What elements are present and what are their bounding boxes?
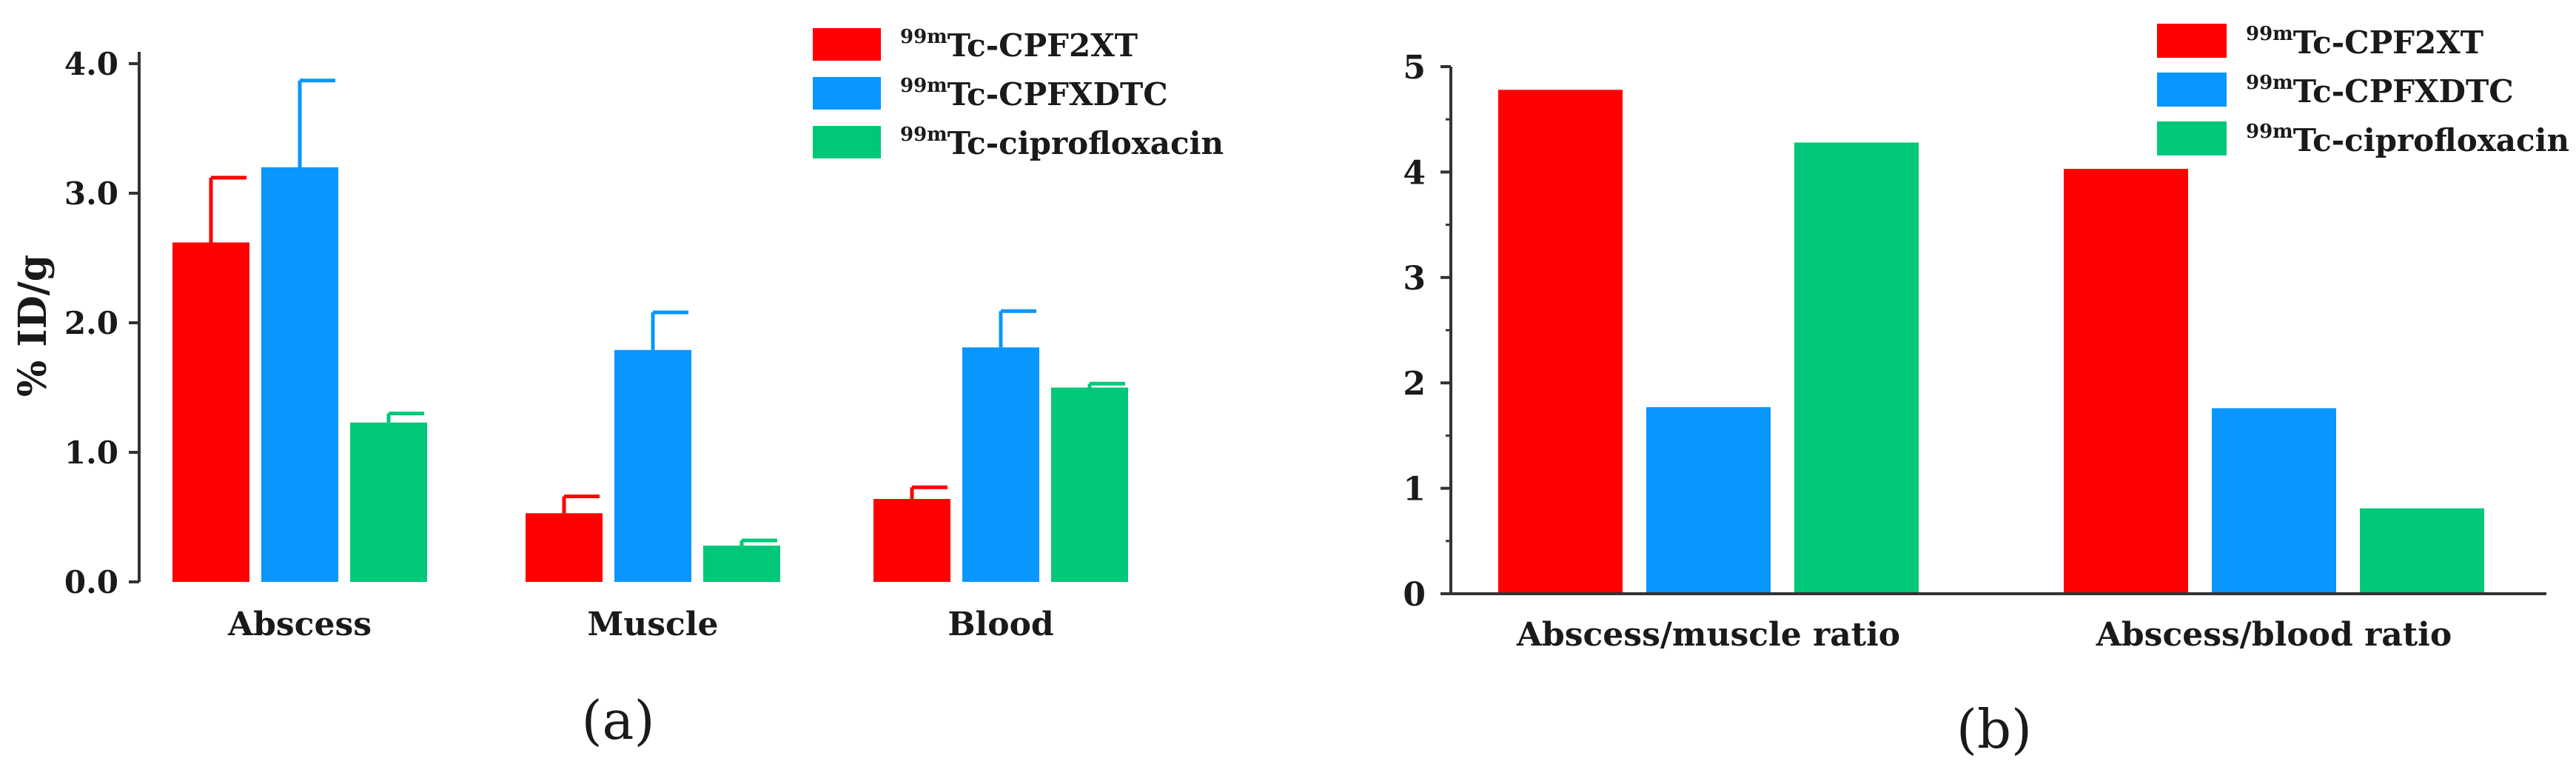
legend-entry-2: 99mTc-ciprofloxacin [2157, 121, 2569, 158]
bar-0-1 [2064, 169, 2188, 594]
legend-entry-0: 99mTc-CPF2XT [2157, 23, 2483, 61]
legend-name: Tc-CPFXDTC [947, 76, 1168, 113]
legend-name: Tc-CPF2XT [2293, 24, 2483, 61]
panel-a-y-axis-title: % ID/g [10, 255, 56, 397]
bar-2-1 [2360, 508, 2484, 594]
bar-1-2 [962, 347, 1039, 582]
bar-0-1 [526, 513, 603, 582]
panel-b-bars [1498, 90, 2484, 594]
y-tick-label: 3.0 [64, 175, 118, 212]
panel-a-bars [172, 167, 1128, 582]
legend-superscript: 99m [900, 124, 947, 146]
panel-b-x-categories: Abscess/muscle ratio Abscess/blood ratio [1516, 616, 2452, 654]
y-tick-label: 1 [1403, 471, 1426, 509]
legend-label: 99mTc-CPF2XT [2246, 23, 2483, 61]
legend-label: 99mTc-ciprofloxacin [2246, 121, 2569, 158]
panel-a: 0.0 1.0 2.0 3.0 4.0 Abscess Muscle Blood % ID/… [10, 26, 1224, 751]
panel-b-y-ticks: 0 1 2 3 4 5 [1403, 49, 1451, 614]
x-category-label: Muscle [588, 606, 719, 643]
legend-swatch [813, 126, 881, 158]
bar-2-2 [1051, 387, 1128, 582]
legend-label: 99mTc-ciprofloxacin [900, 124, 1224, 161]
panel-b-legend: 99mTc-CPF2XT99mTc-CPFXDTC99mTc-ciproflox… [2157, 23, 2569, 158]
panel-a-error-bars [209, 78, 1125, 546]
y-tick-label: 1.0 [64, 435, 118, 471]
y-tick-label: 3 [1403, 260, 1426, 298]
legend-swatch [2157, 24, 2227, 58]
legend-entry-1: 99mTc-CPFXDTC [2157, 72, 2514, 110]
legend-name: Tc-CPFXDTC [2293, 73, 2514, 110]
legend-entry-1: 99mTc-CPFXDTC [813, 75, 1168, 113]
legend-swatch [2157, 121, 2227, 155]
x-category-label: Abscess/muscle ratio [1516, 616, 1900, 654]
y-tick-label: 0 [1403, 576, 1426, 614]
bar-2-1 [703, 546, 780, 582]
bar-1-0 [261, 167, 338, 582]
bar-0-0 [172, 242, 249, 582]
x-category-label: Blood [947, 606, 1053, 643]
y-tick-label: 4 [1403, 154, 1426, 192]
legend-superscript: 99m [900, 75, 947, 97]
bar-0-2 [873, 499, 950, 582]
legend-entry-2: 99mTc-ciprofloxacin [813, 124, 1224, 161]
legend-label: 99mTc-CPFXDTC [900, 75, 1168, 113]
x-category-label: Abscess/blood ratio [2096, 616, 2452, 654]
y-tick-label: 5 [1403, 49, 1426, 87]
bar-0-0 [1498, 90, 1623, 594]
legend-name: Tc-ciprofloxacin [2293, 122, 2569, 158]
panel-a-legend: 99mTc-CPF2XT99mTc-CPFXDTC99mTc-ciproflox… [813, 26, 1224, 161]
panel-b: 0 1 2 3 4 5 Abscess/muscle ratio Abscess/blood… [1403, 23, 2569, 760]
legend-superscript: 99m [900, 26, 947, 48]
bar-2-0 [1794, 142, 1919, 594]
panel-a-label: (a) [581, 689, 654, 751]
y-tick-label: 0.0 [64, 564, 118, 600]
y-tick-label: 2.0 [64, 305, 118, 341]
legend-name: Tc-ciprofloxacin [947, 125, 1224, 161]
y-tick-label: 4.0 [64, 46, 118, 82]
legend-swatch [813, 77, 881, 110]
panel-b-label: (b) [1956, 698, 2032, 760]
bar-1-1 [614, 349, 691, 582]
legend-superscript: 99m [2246, 121, 2293, 143]
legend-swatch [813, 28, 881, 61]
bar-1-1 [2212, 408, 2336, 594]
legend-label: 99mTc-CPF2XT [900, 26, 1138, 64]
x-category-label: Abscess [227, 606, 372, 643]
legend-entry-0: 99mTc-CPF2XT [813, 26, 1138, 64]
legend-swatch [2157, 73, 2227, 107]
legend-name: Tc-CPF2XT [947, 27, 1138, 64]
panel-a-x-categories: Abscess Muscle Blood [227, 606, 1054, 643]
bar-1-0 [1646, 406, 1771, 594]
panel-a-y-ticks: 0.0 1.0 2.0 3.0 4.0 [64, 46, 139, 600]
bar-2-0 [350, 422, 427, 582]
legend-superscript: 99m [2246, 72, 2293, 94]
y-tick-label: 2 [1403, 365, 1426, 403]
legend-superscript: 99m [2246, 23, 2293, 45]
legend-label: 99mTc-CPFXDTC [2246, 72, 2514, 110]
